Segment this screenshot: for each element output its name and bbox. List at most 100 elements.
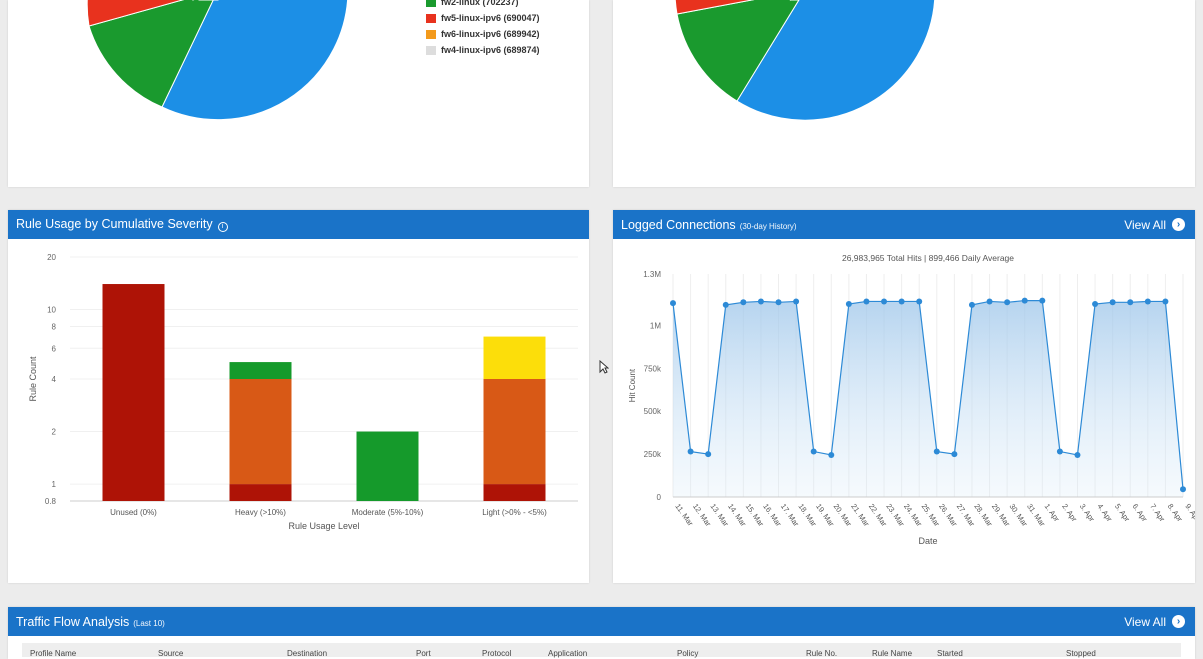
view-all-label: View All (1124, 614, 1166, 629)
data-point (670, 300, 676, 307)
traffic-flow-title: Traffic Flow Analysis (16, 614, 130, 629)
mouse-cursor-icon (599, 360, 609, 374)
traffic-flow-panel: Traffic Flow Analysis (Last 10) View All… (8, 607, 1195, 659)
data-point (828, 451, 835, 458)
data-point (705, 451, 712, 458)
column-header[interactable]: Destination (287, 649, 328, 658)
x-tick-label: Heavy (>10%) (235, 508, 286, 517)
legend-item[interactable]: fw6-linux-ipv6 (689942) (426, 26, 540, 42)
y-axis-title: Hit Count (628, 368, 637, 402)
y-tick-label: 4 (52, 375, 57, 384)
x-tick-label: 5. Apr (1113, 502, 1132, 524)
logged-connections-view-all-button[interactable]: View All › (1124, 218, 1185, 232)
data-point (810, 448, 817, 455)
bar-segment (229, 379, 292, 485)
x-tick-label: 9. Apr (1183, 502, 1195, 524)
x-tick-label: Light (>0% - <5%) (482, 508, 547, 517)
x-tick-label: 3. Apr (1078, 502, 1097, 524)
pie-slice-blue (736, 0, 936, 121)
data-point (881, 298, 888, 305)
x-tick-label: 6. Apr (1131, 502, 1150, 524)
column-header[interactable]: Stopped (1066, 649, 1096, 658)
y-axis-title: Rule Count (28, 356, 38, 402)
column-header[interactable]: Started (937, 649, 963, 658)
bar-segment (483, 336, 546, 379)
logged-connections-subtitle: (30-day History) (739, 221, 797, 231)
x-tick-label: 4. Apr (1095, 502, 1114, 524)
data-point (933, 448, 940, 455)
pie-slice-red (86, 0, 185, 27)
x-tick-label: Unused (0%) (110, 508, 157, 517)
rule-usage-chart: 20 10 8 6 4 2 1 0.8 Unused (0%) Heavy (>10%) Moder… (28, 253, 578, 531)
x-tick-label: 2. Apr (1060, 502, 1079, 524)
data-point (1004, 299, 1011, 306)
legend-label: fw5-linux-ipv6 (690047) (441, 13, 540, 23)
pie-legend: fw2-linux (702237) fw5-linux-ipv6 (690047… (426, 0, 540, 58)
y-tick-label: 1 (52, 480, 57, 489)
data-point (986, 298, 993, 305)
legend-item[interactable]: fw2-linux (702237) (426, 0, 540, 10)
data-point (1162, 298, 1169, 305)
arrow-right-circle-icon: › (1172, 218, 1185, 231)
data-point (1039, 297, 1046, 304)
data-point (845, 301, 852, 308)
x-axis-title: Rule Usage Level (288, 521, 359, 531)
logged-connections-chart: 26,983,965 Total Hits | 899,466 Daily Av… (628, 253, 1195, 546)
logged-connections-header: Logged Connections (30-day History) View… (613, 210, 1195, 239)
legend-label: fw2-linux (702237) (441, 0, 519, 7)
data-point (793, 298, 800, 305)
data-point (1021, 297, 1028, 304)
bar-segment (229, 362, 292, 379)
data-point (968, 301, 975, 308)
column-header[interactable]: Profile Name (30, 649, 77, 658)
legend-item[interactable]: fw4-linux-ipv6 (689874) (426, 42, 540, 58)
pie-panel-right (613, 0, 1195, 187)
info-icon[interactable]: i (217, 222, 228, 232)
column-header[interactable]: Rule No. (806, 649, 838, 658)
column-header[interactable]: Source (158, 649, 184, 658)
data-point (863, 298, 870, 305)
legend-swatch (426, 45, 436, 55)
data-point (687, 448, 694, 455)
data-point (1127, 299, 1134, 306)
traffic-flow-table-header: Profile Name Source Destination Port Protoco… (22, 643, 1181, 658)
legend-label: fw6-linux-ipv6 (689942) (441, 29, 540, 39)
data-point (1074, 451, 1081, 458)
legend-swatch (426, 29, 436, 39)
data-point (951, 451, 958, 458)
data-point (1144, 298, 1151, 305)
column-header[interactable]: Application (548, 649, 588, 658)
column-header[interactable]: Protocol (482, 649, 512, 658)
y-tick-label: 250k (644, 450, 662, 459)
bar-segment (229, 484, 292, 501)
bar-segment (102, 284, 165, 501)
rule-usage-header: Rule Usage by Cumulative Severity i (8, 210, 589, 239)
column-header[interactable]: Policy (677, 649, 699, 658)
bar-segment (483, 484, 546, 501)
x-tick-label: 7. Apr (1148, 502, 1167, 524)
legend-swatch (426, 0, 436, 7)
chart-title: 26,983,965 Total Hits | 899,466 Daily Av… (842, 253, 1014, 263)
rule-usage-panel: Rule Usage by Cumulative Severity i 20 10 8… (8, 210, 589, 583)
y-tick-label: 0.8 (45, 497, 57, 506)
x-tick-label: 8. Apr (1166, 502, 1185, 524)
column-header[interactable]: Rule Name (872, 649, 913, 658)
logged-connections-title: Logged Connections (621, 217, 736, 232)
arrow-right-circle-icon: › (1172, 615, 1185, 628)
logged-connections-panel: Logged Connections (30-day History) View… (613, 210, 1195, 583)
rule-usage-title: Rule Usage by Cumulative Severity (16, 217, 213, 231)
column-header[interactable]: Port (416, 649, 431, 658)
y-tick-label: 10 (47, 306, 56, 315)
data-point (740, 299, 747, 306)
area-fill (673, 300, 1183, 497)
data-point (1109, 299, 1116, 306)
legend-item[interactable]: fw5-linux-ipv6 (690047) (426, 10, 540, 26)
pie-slice-red (674, 0, 755, 15)
pie-slice-blue (161, 0, 349, 121)
legend-swatch (426, 13, 436, 23)
pie-panel-left: fw2-linux (702237) fw5-linux-ipv6 (690047… (8, 0, 589, 187)
y-tick-label: 1.3M (643, 270, 661, 279)
y-tick-label: 20 (47, 253, 56, 262)
traffic-flow-view-all-button[interactable]: View All › (1124, 615, 1185, 629)
x-tick-label: Moderate (5%-10%) (352, 508, 424, 517)
